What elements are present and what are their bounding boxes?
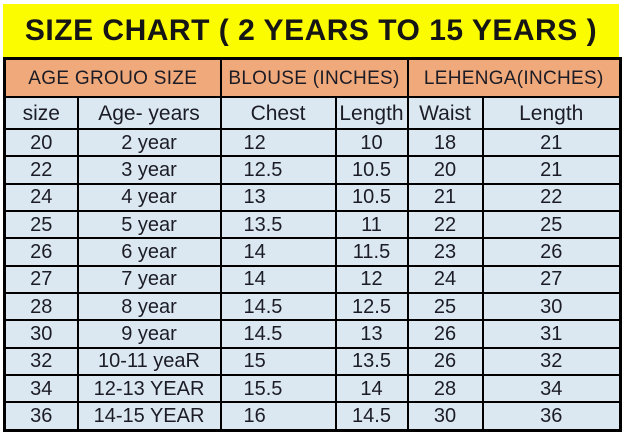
size-chart-table: AGE GROUO SIZE BLOUSE (INCHES) LEHENGA(INC… xyxy=(3,57,622,432)
column-header-waist: Waist xyxy=(406,96,484,130)
cell-lehenga-length: 22 xyxy=(481,182,622,213)
cell-blouse-length: 11 xyxy=(334,210,409,240)
column-header-blouse-length: Length xyxy=(334,96,409,130)
cell-size: 34 xyxy=(3,374,79,404)
cell-chest: 14.5 xyxy=(219,292,337,322)
cell-lehenga-length: 21 xyxy=(481,155,622,185)
cell-blouse-length: 10.5 xyxy=(334,182,409,213)
cell-size: 24 xyxy=(3,182,79,213)
cell-age-years: 10-11 yeaR xyxy=(76,346,222,377)
cell-lehenga-length: 31 xyxy=(481,319,622,349)
cell-chest: 12 xyxy=(219,127,337,158)
table-header: AGE GROUO SIZE BLOUSE (INCHES) LEHENGA(INC… xyxy=(3,57,622,130)
table-body: 20 2 year 12 10 18 21 22 3 year 12.5 10.5 20 21 24 4 … xyxy=(3,127,622,432)
table-row: 30 9 year 14.5 13 26 31 xyxy=(3,319,622,349)
table-row: 36 14-15 YEAR 16 14.5 30 36 xyxy=(3,401,622,432)
group-header-age-grouo-size: AGE GROUO SIZE xyxy=(3,57,222,98)
column-header-lehenga-length: Length xyxy=(481,96,622,130)
column-header-chest: Chest xyxy=(219,96,337,130)
cell-size: 22 xyxy=(3,155,79,185)
column-header-age-years: Age- years xyxy=(76,96,222,130)
cell-chest: 14 xyxy=(219,264,337,295)
cell-age-years: 2 year xyxy=(76,127,222,158)
group-header-row: AGE GROUO SIZE BLOUSE (INCHES) LEHENGA(INC… xyxy=(3,57,622,98)
cell-age-years: 8 year xyxy=(76,292,222,322)
table-row: 28 8 year 14.5 12.5 25 30 xyxy=(3,292,622,322)
cell-blouse-length: 14.5 xyxy=(334,401,409,432)
table-row: 34 12-13 YEAR 15.5 14 28 34 xyxy=(3,374,622,404)
table-row: 22 3 year 12.5 10.5 20 21 xyxy=(3,155,622,185)
cell-age-years: 7 year xyxy=(76,264,222,295)
cell-lehenga-length: 34 xyxy=(481,374,622,404)
cell-age-years: 4 year xyxy=(76,182,222,213)
table-row: 27 7 year 14 12 24 27 xyxy=(3,264,622,295)
cell-lehenga-length: 36 xyxy=(481,401,622,432)
column-header-row: size Age- years Chest Length Waist Length xyxy=(3,96,622,130)
cell-age-years: 5 year xyxy=(76,210,222,240)
cell-age-years: 12-13 YEAR xyxy=(76,374,222,404)
cell-lehenga-length: 25 xyxy=(481,210,622,240)
cell-lehenga-length: 32 xyxy=(481,346,622,377)
cell-size: 28 xyxy=(3,292,79,322)
cell-waist: 21 xyxy=(406,182,484,213)
cell-chest: 14.5 xyxy=(219,319,337,349)
cell-lehenga-length: 30 xyxy=(481,292,622,322)
cell-waist: 24 xyxy=(406,264,484,295)
cell-waist: 30 xyxy=(406,401,484,432)
cell-waist: 26 xyxy=(406,346,484,377)
cell-chest: 15 xyxy=(219,346,337,377)
cell-chest: 15.5 xyxy=(219,374,337,404)
cell-waist: 26 xyxy=(406,319,484,349)
table-row: 20 2 year 12 10 18 21 xyxy=(3,127,622,158)
cell-size: 32 xyxy=(3,346,79,377)
cell-waist: 25 xyxy=(406,292,484,322)
cell-lehenga-length: 26 xyxy=(481,237,622,267)
cell-blouse-length: 13 xyxy=(334,319,409,349)
cell-chest: 13 xyxy=(219,182,337,213)
cell-chest: 13.5 xyxy=(219,210,337,240)
cell-blouse-length: 14 xyxy=(334,374,409,404)
cell-chest: 14 xyxy=(219,237,337,267)
cell-blouse-length: 11.5 xyxy=(334,237,409,267)
cell-lehenga-length: 27 xyxy=(481,264,622,295)
cell-chest: 12.5 xyxy=(219,155,337,185)
cell-blouse-length: 12.5 xyxy=(334,292,409,322)
cell-age-years: 14-15 YEAR xyxy=(76,401,222,432)
cell-chest: 16 xyxy=(219,401,337,432)
cell-size: 20 xyxy=(3,127,79,158)
cell-size: 30 xyxy=(3,319,79,349)
cell-blouse-length: 13.5 xyxy=(334,346,409,377)
cell-size: 26 xyxy=(3,237,79,267)
cell-waist: 23 xyxy=(406,237,484,267)
cell-age-years: 9 year xyxy=(76,319,222,349)
cell-waist: 22 xyxy=(406,210,484,240)
cell-size: 27 xyxy=(3,264,79,295)
cell-size: 25 xyxy=(3,210,79,240)
group-header-lehenga-inches: LEHENGA(INCHES) xyxy=(406,57,622,98)
column-header-size: size xyxy=(3,96,79,130)
table-row: 25 5 year 13.5 11 22 25 xyxy=(3,210,622,240)
cell-blouse-length: 10 xyxy=(334,127,409,158)
table-row: 24 4 year 13 10.5 21 22 xyxy=(3,182,622,213)
cell-size: 36 xyxy=(3,401,79,432)
cell-blouse-length: 12 xyxy=(334,264,409,295)
group-header-blouse-inches: BLOUSE (INCHES) xyxy=(219,57,409,98)
chart-title-band: SIZE CHART ( 2 YEARS TO 15 YEARS ) xyxy=(3,4,619,57)
cell-age-years: 3 year xyxy=(76,155,222,185)
cell-waist: 20 xyxy=(406,155,484,185)
cell-age-years: 6 year xyxy=(76,237,222,267)
chart-title: SIZE CHART ( 2 YEARS TO 15 YEARS ) xyxy=(24,13,598,47)
cell-waist: 18 xyxy=(406,127,484,158)
table-row: 26 6 year 14 11.5 23 26 xyxy=(3,237,622,267)
cell-blouse-length: 10.5 xyxy=(334,155,409,185)
table-row: 32 10-11 yeaR 15 13.5 26 32 xyxy=(3,346,622,377)
cell-lehenga-length: 21 xyxy=(481,127,622,158)
cell-waist: 28 xyxy=(406,374,484,404)
